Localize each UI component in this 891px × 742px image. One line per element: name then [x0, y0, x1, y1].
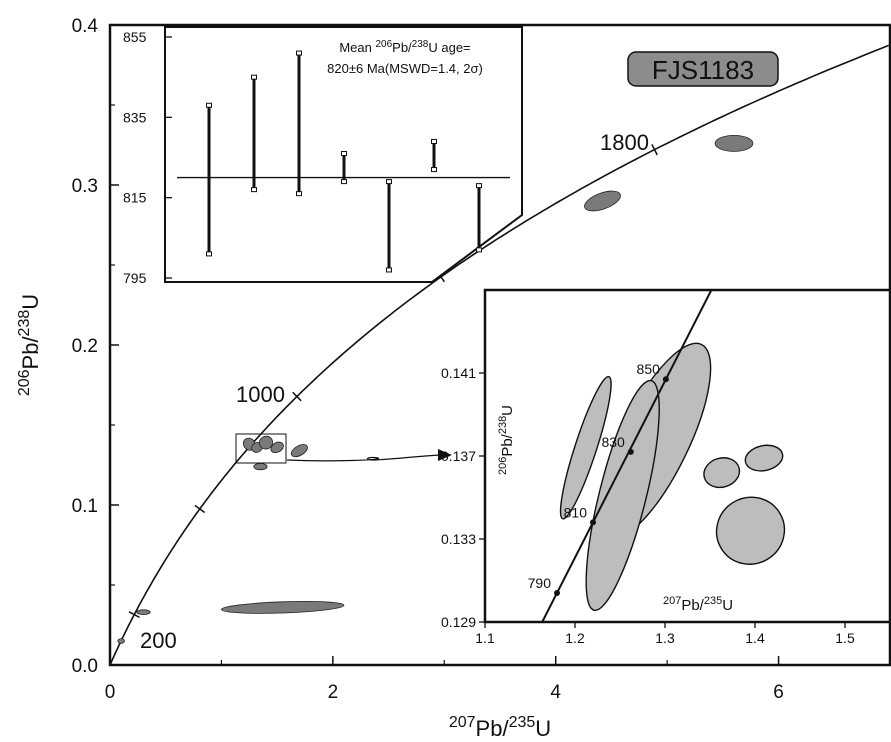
zoom-x-tick-label: 1.1: [475, 630, 495, 646]
concordia-age-label-1800: 1800: [600, 130, 649, 155]
concordia-age-tick: [292, 391, 302, 402]
zoom-inset-background: [485, 290, 890, 622]
zoom-concordia-age-label: 850: [637, 361, 661, 377]
mean-age-annotation-line2: 820±6 Ma(MSWD=1.4, 2σ): [327, 61, 483, 76]
zoom-x-axis-label: 207Pb/235U: [663, 595, 733, 614]
zoom-concordia-age-label: 790: [528, 575, 552, 591]
age-error-cap-top: [296, 50, 302, 56]
concordia-age-tick: [651, 143, 658, 156]
zoom-y-tick-label: 0.129: [441, 614, 476, 630]
zoom-x-tick-label: 1.4: [745, 630, 765, 646]
y-tick-label: 0.0: [72, 656, 98, 677]
mean-y-tick-label: 855: [123, 29, 147, 45]
zoom-x-tick-label: 1.3: [655, 630, 675, 646]
zoom-concordia-point: [554, 589, 560, 596]
age-error-cap-top: [206, 102, 212, 108]
concordia-age-tick: [194, 504, 206, 514]
y-tick-label: 0.2: [72, 336, 98, 357]
zoom-error-ellipse: [703, 457, 741, 489]
error-ellipse: [714, 134, 754, 152]
zoom-concordia-point: [627, 448, 634, 455]
error-ellipse: [290, 444, 308, 458]
mean-age-annotation-line1: Mean 206Pb/238U age=: [339, 39, 470, 55]
zoom-concordia-point: [662, 376, 669, 383]
error-ellipse: [117, 638, 125, 644]
zoom-concordia-curve: [541, 290, 713, 622]
zoom-y-tick-label: 0.137: [441, 448, 476, 464]
x-tick-label: 2: [328, 682, 339, 703]
age-error-cap-bottom: [251, 187, 257, 193]
zoom-y-axis-label: 206Pb/238U: [497, 405, 516, 475]
age-error-cap-bottom: [341, 179, 347, 185]
sample-label-box: [627, 51, 779, 87]
zoom-error-ellipse: [585, 379, 660, 612]
age-error-cap-top: [476, 183, 482, 189]
x-tick-label: 6: [773, 682, 784, 703]
age-error-cap-top: [386, 179, 392, 185]
x-tick-label: 4: [550, 682, 561, 703]
y-tick-label: 0.3: [72, 176, 98, 197]
age-error-cap-top: [341, 150, 347, 156]
zoom-x-tick-label: 1.5: [835, 630, 855, 646]
concordia-curve: [109, 44, 889, 666]
age-error-cap-bottom: [476, 247, 482, 253]
zoom-y-tick-label: 0.141: [441, 365, 476, 381]
mean-y-tick-label: 835: [123, 109, 147, 125]
concordia-age-label-1000: 1000: [236, 382, 285, 407]
error-ellipse: [270, 441, 284, 454]
zoom-x-tick-label: 1.2: [565, 630, 585, 646]
concordia-age-label-200: 200: [140, 628, 177, 653]
y-tick-label: 0.1: [72, 496, 98, 517]
zoom-error-ellipse: [559, 375, 612, 520]
mean-y-tick-label: 795: [123, 270, 147, 286]
zoom-concordia-point: [590, 519, 596, 526]
zoom-arrow-head: [438, 449, 452, 461]
zoom-box: [235, 433, 287, 464]
zoom-arrow: [286, 454, 441, 462]
concordia-age-tick: [128, 611, 140, 619]
error-ellipse: [136, 609, 151, 615]
x-tick-label: 0: [105, 682, 116, 703]
x-axis-label: 207Pb/235U: [449, 714, 551, 741]
age-error-cap-top: [251, 74, 257, 80]
zoom-concordia-age-label: 810: [564, 504, 588, 520]
age-error-cap-bottom: [386, 267, 392, 273]
error-ellipse: [253, 462, 268, 471]
zoom-error-ellipse: [715, 496, 786, 565]
age-error-cap-bottom: [431, 167, 437, 173]
age-error-cap-bottom: [206, 251, 212, 257]
zoom-error-ellipse: [744, 444, 784, 472]
mean-y-tick-label: 815: [123, 190, 147, 206]
age-error-cap-top: [431, 138, 437, 144]
sample-label: FJS1183: [652, 55, 754, 85]
zoom-concordia-age-label: 830: [601, 434, 625, 450]
error-ellipse: [584, 190, 621, 212]
zoom-y-tick-label: 0.133: [441, 531, 476, 547]
y-tick-label: 0.4: [72, 16, 99, 37]
error-ellipse: [258, 435, 274, 450]
y-axis-label: 206Pb/238U: [16, 294, 43, 396]
age-error-cap-bottom: [296, 191, 302, 197]
error-ellipse: [221, 601, 345, 614]
